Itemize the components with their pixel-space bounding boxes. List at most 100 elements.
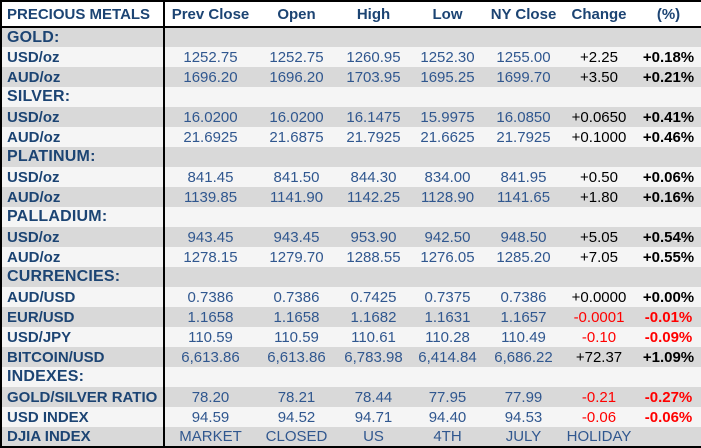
value-cell: 0.7386	[500, 288, 547, 306]
value-cell: 21.7925	[496, 128, 551, 146]
value-cell: 15.9975	[420, 108, 475, 126]
value-cell: +0.55%	[642, 248, 695, 266]
row-label: AUD/oz	[1, 67, 165, 87]
value-cell: 1141.90	[269, 188, 324, 206]
value-cell: -0.09%	[644, 328, 693, 346]
value-cell: 16.0200	[183, 108, 238, 126]
value-cell	[636, 27, 701, 47]
value-cell: CLOSED	[265, 428, 328, 445]
value-cell: US	[363, 428, 384, 445]
value-cell: 6,613.86	[267, 348, 326, 366]
value-cell	[562, 87, 636, 107]
value-cell	[410, 147, 485, 167]
value-cell: +0.0650	[571, 108, 627, 126]
value-cell: 1285.20	[496, 248, 551, 266]
header-precious-metals: PRECIOUS METALS	[1, 1, 165, 28]
value-cell: 1.1658	[273, 308, 320, 326]
value-cell: 16.0850	[496, 108, 551, 126]
value-cell	[256, 27, 337, 47]
value-cell: 953.90	[350, 228, 397, 246]
value-cell: 6,414.84	[418, 348, 477, 366]
value-cell: 21.6625	[420, 128, 475, 146]
value-cell: +0.1000	[571, 128, 627, 146]
value-cell: 4TH	[433, 428, 462, 445]
value-cell: 948.50	[500, 228, 547, 246]
value-cell: 1.1682	[350, 308, 397, 326]
value-cell	[337, 267, 410, 287]
table-body: GOLD: USD/oz 1252.75 1252.75 1260.95 1252.30 1…	[1, 27, 701, 447]
section-label: GOLD:	[1, 27, 165, 47]
table-row: AUD/oz 1139.85 1141.90 1142.25 1128.90 1141.6…	[1, 187, 701, 207]
value-cell: 110.49	[501, 328, 546, 346]
value-cell	[562, 147, 636, 167]
value-cell: 943.45	[273, 228, 320, 246]
value-cell	[256, 147, 337, 167]
value-cell	[164, 87, 256, 107]
value-cell: 841.95	[500, 168, 547, 186]
value-cell: +1.09%	[642, 348, 695, 366]
value-cell: 844.30	[350, 168, 397, 186]
value-cell: -0.21	[581, 388, 617, 406]
row-label: USD/oz	[1, 47, 165, 67]
value-cell	[337, 207, 410, 227]
value-cell: +0.00%	[642, 288, 695, 306]
row-label: EUR/USD	[1, 307, 165, 327]
row-label: AUD/oz	[1, 187, 165, 207]
row-label: AUD/oz	[1, 127, 165, 147]
value-cell: 110.61	[351, 328, 396, 346]
value-cell: 943.45	[187, 228, 234, 246]
value-cell: +0.21%	[642, 68, 695, 86]
section-label: CURRENCIES:	[1, 267, 165, 287]
section-label: INDEXES:	[1, 367, 165, 387]
table-row: USD/oz 16.0200 16.0200 16.1475 15.9975 16.085…	[1, 107, 701, 127]
value-cell	[256, 207, 337, 227]
value-cell: +7.05	[580, 248, 618, 266]
table-row: USD/oz 943.45 943.45 953.90 942.50 948.50 +5.0…	[1, 227, 701, 247]
value-cell: 1276.05	[420, 248, 475, 266]
value-cell: 841.45	[187, 168, 234, 186]
value-cell: +0.50	[580, 168, 618, 186]
value-cell	[485, 267, 562, 287]
value-cell: 0.7425	[350, 288, 397, 306]
value-cell: 1703.95	[346, 68, 401, 86]
row-label: DJIA INDEX	[1, 427, 165, 447]
section-row: PLATINUM:	[1, 147, 701, 167]
header-row: PRECIOUS METALS Prev Close Open High Low…	[1, 1, 701, 28]
value-cell	[410, 267, 485, 287]
header-low: Low	[410, 1, 485, 28]
value-cell: 1279.70	[269, 248, 324, 266]
value-cell	[636, 427, 701, 447]
table-row: GOLD/SILVER RATIO 78.20 78.21 78.44 77.95 77.…	[1, 387, 701, 407]
row-label: USD/oz	[1, 167, 165, 187]
value-cell	[164, 267, 256, 287]
value-cell: 16.0200	[269, 108, 324, 126]
row-label: USD/oz	[1, 107, 165, 127]
header-percent: (%)	[636, 1, 701, 28]
value-cell: HOLIDAY	[566, 428, 632, 445]
table-row: AUD/USD 0.7386 0.7386 0.7425 0.7375 0.7386 +0.…	[1, 287, 701, 307]
table-row: AUD/oz 21.6925 21.6875 21.7925 21.6625 21.792…	[1, 127, 701, 147]
row-label: BITCOIN/USD	[1, 347, 165, 367]
value-cell: +72.37	[575, 348, 623, 366]
value-cell: +0.46%	[642, 128, 695, 146]
value-cell: 1142.25	[346, 188, 401, 206]
value-cell: -0.01%	[644, 308, 693, 326]
value-cell	[256, 87, 337, 107]
value-cell: 1139.85	[183, 188, 238, 206]
value-cell	[410, 207, 485, 227]
table-row: USD/oz 1252.75 1252.75 1260.95 1252.30 1255.0…	[1, 47, 701, 67]
header-change: Change	[562, 1, 636, 28]
value-cell	[337, 87, 410, 107]
table-row: BITCOIN/USD 6,613.86 6,613.86 6,783.98 6,414…	[1, 347, 701, 367]
value-cell: 94.59	[191, 408, 230, 426]
value-cell: +1.80	[580, 188, 618, 206]
value-cell	[562, 27, 636, 47]
value-cell: 78.21	[277, 388, 316, 406]
value-cell: -0.06	[581, 408, 617, 426]
value-cell	[562, 367, 636, 387]
value-cell	[337, 367, 410, 387]
value-cell	[636, 207, 701, 227]
header-open: Open	[256, 1, 337, 28]
header-high: High	[337, 1, 410, 28]
